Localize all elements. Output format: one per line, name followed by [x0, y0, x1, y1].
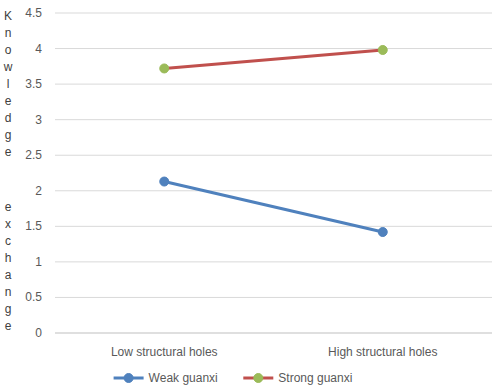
- y-axis-label-char: e: [5, 319, 12, 333]
- grid-line: [55, 226, 492, 227]
- series-line: [164, 50, 383, 68]
- legend: Weak guanxi Strong guanxi: [114, 371, 353, 385]
- y-axis-label-char: d: [5, 111, 12, 125]
- y-tick-label: 2: [35, 184, 42, 198]
- y-tick-label: 4: [35, 42, 42, 56]
- legend-marker: [124, 374, 133, 383]
- x-axis-line: [55, 333, 492, 334]
- y-axis-label-char: a: [5, 268, 12, 282]
- y-tick-label: 1: [35, 255, 42, 269]
- y-axis-label-char: e: [5, 94, 12, 108]
- y-axis-label-char: l: [7, 77, 10, 91]
- grid-line: [55, 190, 492, 191]
- series-marker: [160, 64, 169, 73]
- grid-line: [55, 155, 492, 156]
- y-axis-label: Knowledge exchange: [3, 9, 13, 333]
- y-tick-label: 0.5: [25, 290, 42, 304]
- grid-line: [55, 84, 492, 85]
- series-marker: [378, 228, 387, 237]
- series-line: [164, 182, 383, 232]
- chart-svg: 00.511.522.533.544.5Knowledge exchangeLo…: [0, 0, 500, 388]
- y-axis-label-char: o: [5, 43, 12, 57]
- y-tick-label: 3: [35, 113, 42, 127]
- y-tick-label: 3.5: [25, 77, 42, 91]
- y-axis-label-char: h: [5, 251, 12, 265]
- plot-area: [160, 45, 388, 236]
- grid-line: [55, 261, 492, 262]
- y-tick-label: 4.5: [25, 6, 42, 20]
- y-axis-label-char: c: [5, 234, 11, 248]
- y-tick-label: 1.5: [25, 219, 42, 233]
- series-marker: [378, 45, 387, 54]
- legend-marker: [254, 374, 263, 383]
- grid-line: [55, 297, 492, 298]
- legend-label: Strong guanxi: [278, 371, 352, 385]
- y-axis-label-char: e: [5, 200, 12, 214]
- y-tick-label: 0: [35, 326, 42, 340]
- y-tick-label: 2.5: [25, 148, 42, 162]
- y-axis-label-char: n: [5, 285, 12, 299]
- series-marker: [160, 177, 169, 186]
- grid-line: [55, 48, 492, 49]
- x-tick-label: High structural holes: [328, 345, 437, 359]
- y-axis-label-char: x: [5, 217, 11, 231]
- y-axis-label-char: n: [5, 26, 12, 40]
- y-axis-label-char: g: [5, 302, 12, 316]
- y-axis-label-char: [6, 162, 9, 176]
- y-axis-label-char: e: [5, 145, 12, 159]
- y-axis-label-char: w: [3, 60, 13, 74]
- y-axis-label-char: g: [5, 128, 12, 142]
- y-axis-label-char: K: [4, 9, 12, 23]
- x-tick-label: Low structural holes: [111, 345, 218, 359]
- legend-label: Weak guanxi: [149, 371, 218, 385]
- chart-container: 00.511.522.533.544.5Knowledge exchangeLo…: [0, 0, 500, 388]
- grid-line: [55, 13, 492, 14]
- grid-line: [55, 119, 492, 120]
